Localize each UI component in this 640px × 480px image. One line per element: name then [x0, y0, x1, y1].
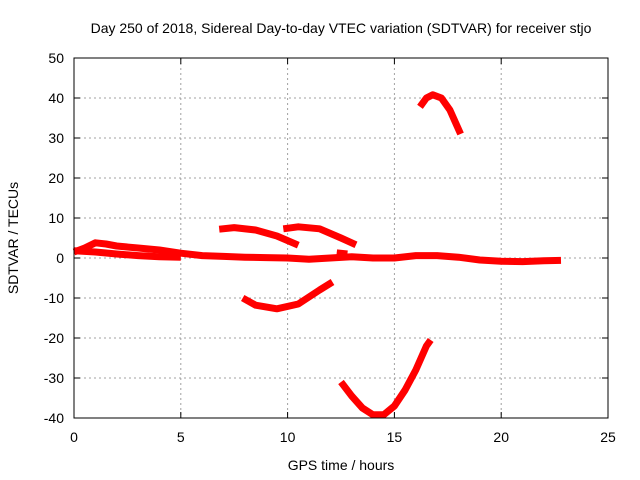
y-tick-label: -30 [44, 370, 64, 386]
x-tick-label: 25 [600, 429, 616, 445]
series-line-3 [218, 224, 300, 249]
x-tick-label: 20 [493, 429, 509, 445]
series-line-4 [282, 223, 358, 248]
x-axis-title: GPS time / hours [288, 457, 395, 473]
y-tick-label: 40 [48, 90, 64, 106]
y-axis-title: SDTVAR / TECUs [5, 182, 21, 294]
series-line-8 [417, 91, 464, 136]
plot-frame [73, 57, 609, 419]
series-line-7 [338, 337, 434, 419]
chart-title: Day 250 of 2018, Sidereal Day-to-day VTE… [91, 20, 592, 36]
y-tick-label: 0 [56, 250, 64, 266]
y-tick-label: 10 [48, 210, 64, 226]
series-line-2 [73, 247, 181, 261]
x-tick-label: 0 [70, 429, 78, 445]
y-tick-label: -10 [44, 290, 64, 306]
series-line-6 [240, 279, 335, 313]
y-tick-label: 20 [48, 170, 64, 186]
y-tick-labels: -40 -30 -20 -10 0 10 20 30 40 50 [44, 50, 64, 426]
x-tick-label: 10 [280, 429, 296, 445]
y-tick-label: -20 [44, 330, 64, 346]
series-line-5 [336, 249, 348, 258]
x-tick-label: 15 [387, 429, 403, 445]
tick-marks [73, 57, 609, 419]
x-tick-label: 5 [177, 429, 185, 445]
series-group [72, 91, 562, 419]
y-tick-label: 50 [48, 50, 64, 66]
series-line-1 [72, 239, 562, 266]
y-tick-label: 30 [48, 130, 64, 146]
x-tick-labels: 0 5 10 15 20 25 [70, 429, 616, 445]
y-tick-label: -40 [44, 410, 64, 426]
